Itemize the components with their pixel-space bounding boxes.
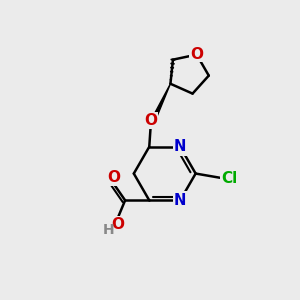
Text: H: H [103,224,115,237]
Text: O: O [111,217,124,232]
Text: N: N [174,193,186,208]
Text: O: O [190,46,203,62]
Polygon shape [148,84,170,127]
Text: N: N [174,139,186,154]
Text: O: O [144,113,157,128]
Text: Cl: Cl [221,171,237,186]
Text: O: O [107,170,120,185]
